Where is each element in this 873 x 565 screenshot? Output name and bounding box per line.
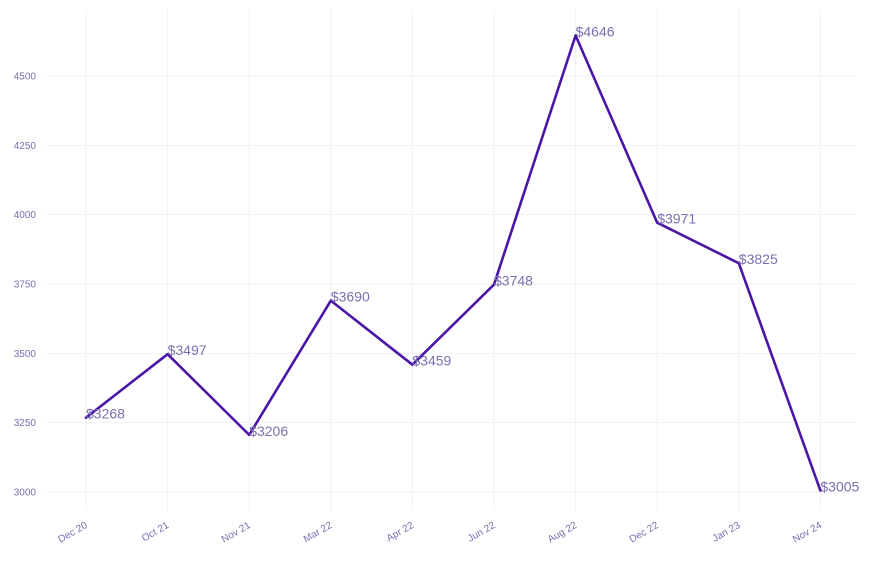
y-tick-label: 3750 xyxy=(14,280,37,291)
data-label: $3268 xyxy=(86,406,125,422)
grid xyxy=(46,10,856,510)
y-tick-label: 3500 xyxy=(14,349,37,360)
data-label: $3971 xyxy=(657,211,696,227)
x-tick-label: Nov 21 xyxy=(220,520,253,546)
y-axis: 3000 3250 3500 3750 4000 4250 4500 xyxy=(14,72,37,499)
x-tick-label: Apr 22 xyxy=(385,520,416,544)
x-tick-label: Dec 22 xyxy=(628,520,661,546)
y-tick-label: 4250 xyxy=(14,141,37,152)
y-tick-label: 3250 xyxy=(14,418,37,429)
y-tick-label: 4000 xyxy=(14,210,37,221)
y-tick-label: 4500 xyxy=(14,72,37,83)
data-labels: $3268 $3497 $3206 $3690 $3459 $3748 $4646 $3971… xyxy=(86,24,860,495)
data-label: $3690 xyxy=(331,289,370,305)
y-tick-label: 3000 xyxy=(14,488,37,499)
x-tick-label: Nov 24 xyxy=(791,520,824,546)
data-label: $4646 xyxy=(576,24,615,40)
x-tick-label: Jan 23 xyxy=(711,520,743,545)
x-tick-label: Jun 22 xyxy=(466,520,498,545)
data-label: $3005 xyxy=(820,479,859,495)
x-tick-label: Mar 22 xyxy=(302,520,335,545)
data-label: $3748 xyxy=(494,273,533,289)
x-axis: Dec 20 Oct 21 Nov 21 Mar 22 Apr 22 Jun 22 Aug … xyxy=(57,520,825,546)
series-line xyxy=(84,34,822,492)
data-label: $3206 xyxy=(249,423,288,439)
data-label: $3459 xyxy=(412,353,451,369)
x-tick-label: Dec 20 xyxy=(57,520,90,546)
x-tick-label: Aug 22 xyxy=(546,520,579,546)
data-label: $3825 xyxy=(739,251,778,267)
data-label: $3497 xyxy=(168,342,207,358)
x-tick-label: Oct 21 xyxy=(140,520,171,544)
